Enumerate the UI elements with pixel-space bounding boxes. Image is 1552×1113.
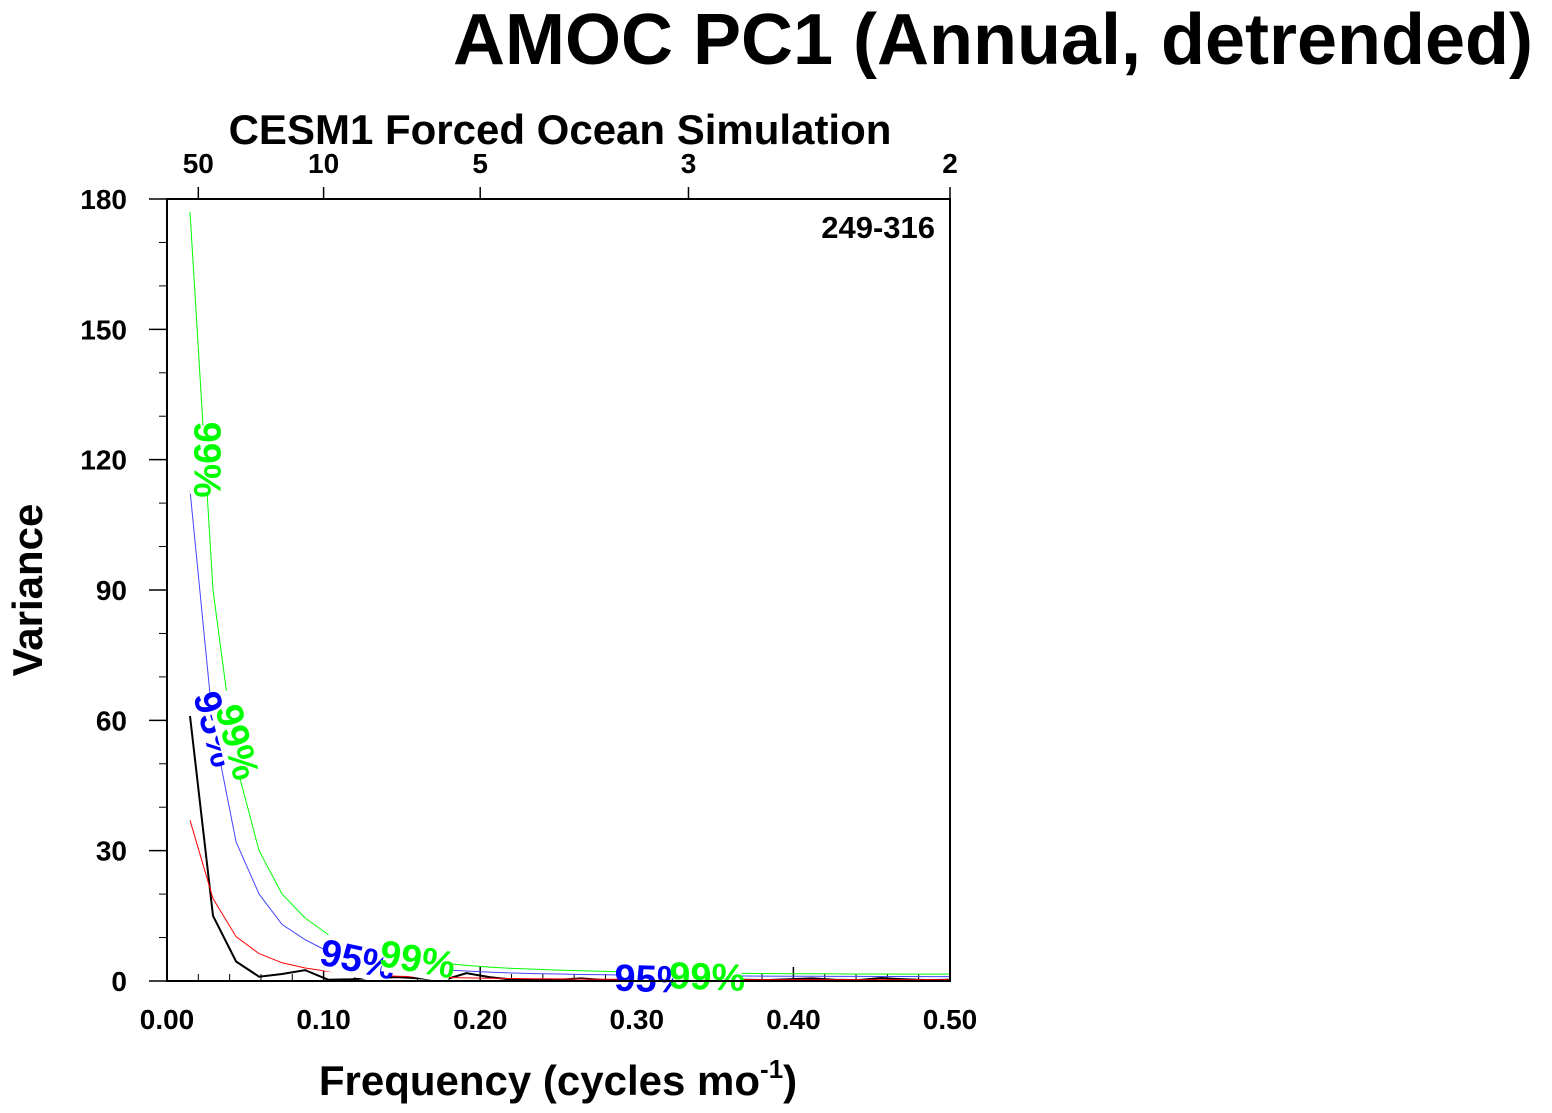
top-tick-label: 50 xyxy=(183,148,214,179)
y-tick-label: 90 xyxy=(96,575,127,606)
curve-label: 99% xyxy=(206,700,266,784)
top-tick-label: 10 xyxy=(308,148,339,179)
series-line-1 xyxy=(189,820,950,981)
x-tick-label: 0.30 xyxy=(610,1004,665,1035)
plot-frame xyxy=(166,198,951,982)
x-axis-label-close: ) xyxy=(783,1057,797,1104)
y-tick-label: 150 xyxy=(80,314,127,345)
curve-label-background xyxy=(672,953,743,996)
chart-subtitle: CESM1 Forced Ocean Simulation xyxy=(229,106,892,153)
x-tick-label: 0.40 xyxy=(766,1004,821,1035)
x-tick-label: 0.00 xyxy=(140,1004,195,1035)
curve-label-background xyxy=(189,425,230,494)
x-axis-label-superscript: -1 xyxy=(760,1054,783,1084)
curve-label: 99% xyxy=(186,422,228,498)
curve-label: 99% xyxy=(668,955,745,1000)
plot-area: 0.00 0.10 0.20 0.30 0.40 0.50 0 30 60 90 120 150 180… xyxy=(80,148,977,1035)
x-axis-label-main: Frequency (cycles mo xyxy=(319,1057,760,1104)
curve-label-background xyxy=(211,703,268,780)
curve-label-background xyxy=(380,931,455,983)
y-tick-label: 180 xyxy=(80,184,127,215)
x-axis-label: Frequency (cycles mo-1) xyxy=(319,1054,797,1104)
y-tick-label: 0 xyxy=(111,966,127,997)
x-tick-label: 0.10 xyxy=(296,1004,351,1035)
y-tick-label: 30 xyxy=(96,836,127,867)
range-annotation: 249-316 xyxy=(821,210,935,245)
series-line-2 xyxy=(189,490,950,978)
chart-title: AMOC PC1 (Annual, detrended) xyxy=(453,0,1533,80)
top-tick-label: 3 xyxy=(681,148,697,179)
x-tick-label: 0.20 xyxy=(453,1004,508,1035)
top-tick-label: 2 xyxy=(942,148,958,179)
top-tick-label: 5 xyxy=(472,148,488,179)
series-line-3 xyxy=(189,211,950,975)
curve-label-background xyxy=(321,930,396,984)
y-tick-label: 120 xyxy=(80,445,127,476)
y-axis-label: Variance xyxy=(4,504,51,677)
x-tick-label: 0.50 xyxy=(923,1004,978,1035)
curve-label-background xyxy=(617,955,688,999)
series-line-0 xyxy=(189,715,951,982)
y-tick-label: 60 xyxy=(96,705,127,736)
